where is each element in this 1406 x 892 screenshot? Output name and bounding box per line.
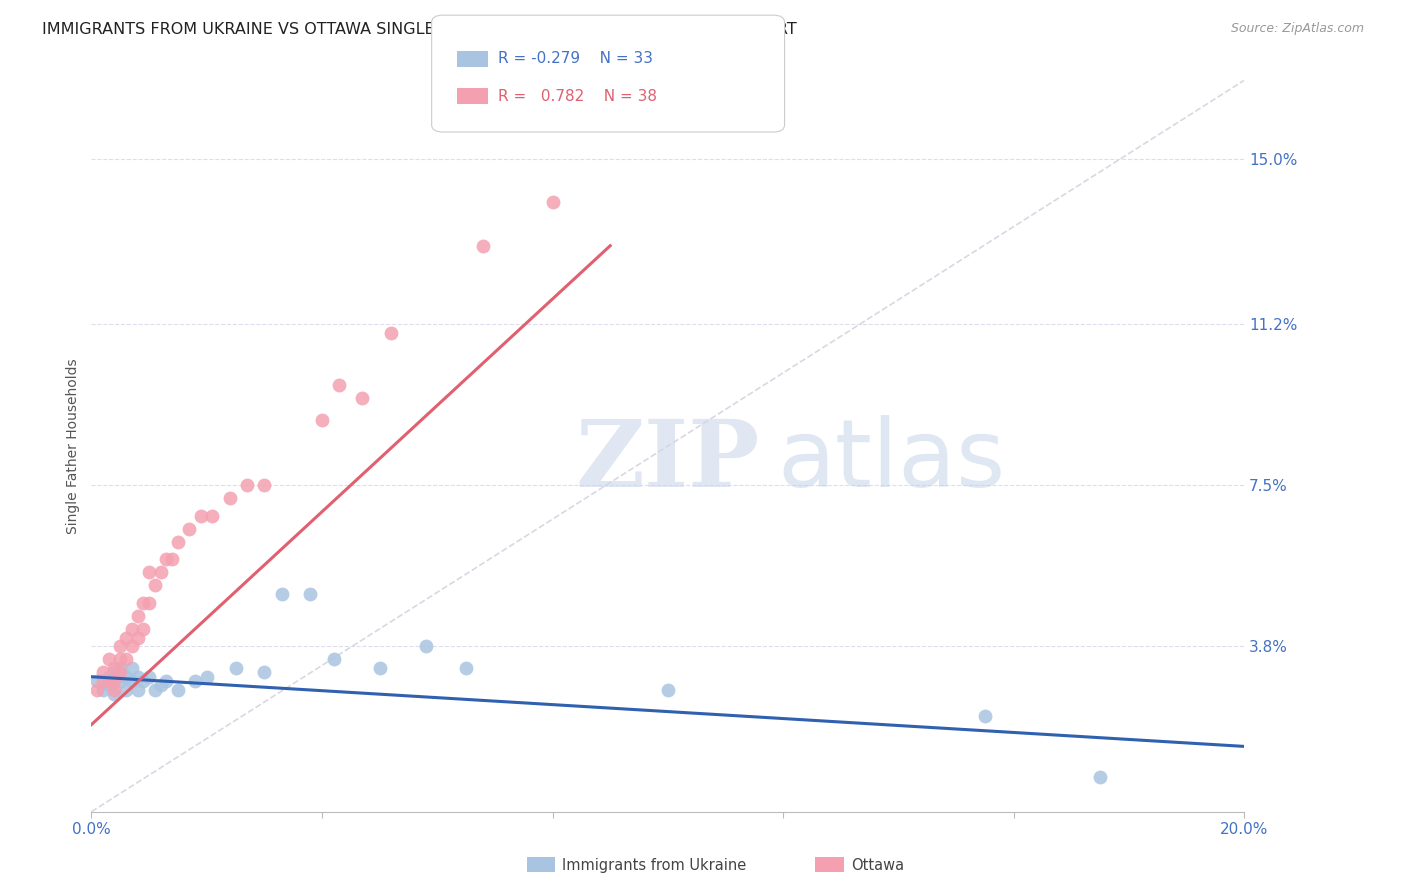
Point bbox=[103, 687, 125, 701]
Point bbox=[138, 670, 160, 684]
Point bbox=[160, 552, 183, 566]
Point bbox=[166, 534, 188, 549]
Point bbox=[236, 478, 259, 492]
Point bbox=[179, 522, 201, 536]
Text: Immigrants from Ukraine: Immigrants from Ukraine bbox=[562, 858, 747, 872]
Point bbox=[328, 378, 350, 392]
Text: IMMIGRANTS FROM UKRAINE VS OTTAWA SINGLE FATHER HOUSEHOLDS CORRELATION CHART: IMMIGRANTS FROM UKRAINE VS OTTAWA SINGLE… bbox=[42, 22, 797, 37]
Point bbox=[97, 652, 120, 666]
Point bbox=[973, 709, 995, 723]
Point bbox=[149, 678, 172, 692]
Point bbox=[380, 326, 402, 340]
Point bbox=[86, 674, 108, 689]
Point bbox=[110, 640, 132, 654]
Point bbox=[103, 674, 125, 689]
Point bbox=[127, 608, 149, 623]
Point bbox=[143, 578, 166, 592]
Text: atlas: atlas bbox=[778, 415, 1005, 507]
Point bbox=[195, 670, 218, 684]
Point bbox=[415, 640, 437, 654]
Point bbox=[201, 508, 224, 523]
Text: ZIP: ZIP bbox=[575, 416, 759, 506]
Point bbox=[121, 674, 143, 689]
Point bbox=[115, 631, 138, 645]
Point bbox=[299, 587, 322, 601]
Text: R = -0.279    N = 33: R = -0.279 N = 33 bbox=[498, 52, 652, 66]
Point bbox=[149, 566, 172, 580]
Point bbox=[155, 552, 177, 566]
Point bbox=[91, 665, 114, 680]
Point bbox=[127, 670, 149, 684]
Point bbox=[454, 661, 477, 675]
Point bbox=[218, 491, 240, 506]
Point bbox=[1088, 770, 1111, 784]
Point bbox=[138, 596, 160, 610]
Point bbox=[97, 674, 120, 689]
Point bbox=[138, 566, 160, 580]
Point bbox=[253, 665, 276, 680]
Point bbox=[110, 652, 132, 666]
Point bbox=[86, 682, 108, 697]
Point bbox=[472, 238, 495, 252]
Point bbox=[253, 478, 276, 492]
Point bbox=[352, 391, 374, 405]
Point bbox=[166, 682, 188, 697]
Point bbox=[127, 631, 149, 645]
Point bbox=[91, 674, 114, 689]
Point bbox=[121, 640, 143, 654]
Point bbox=[143, 682, 166, 697]
Point bbox=[127, 682, 149, 697]
Point bbox=[190, 508, 212, 523]
Point bbox=[103, 665, 125, 680]
Point bbox=[322, 652, 344, 666]
Point bbox=[541, 195, 564, 210]
Point bbox=[132, 674, 155, 689]
Point bbox=[270, 587, 292, 601]
Point bbox=[121, 622, 143, 636]
Point bbox=[110, 665, 132, 680]
Point bbox=[225, 661, 247, 675]
Text: R =   0.782    N = 38: R = 0.782 N = 38 bbox=[498, 89, 657, 103]
Point bbox=[97, 670, 120, 684]
Y-axis label: Single Father Households: Single Father Households bbox=[66, 359, 80, 533]
Point bbox=[132, 622, 155, 636]
Point bbox=[657, 682, 679, 697]
Point bbox=[110, 674, 132, 689]
Point bbox=[121, 661, 143, 675]
Point bbox=[97, 678, 120, 692]
Point bbox=[155, 674, 177, 689]
Point bbox=[115, 670, 138, 684]
Point bbox=[110, 661, 132, 675]
Point bbox=[311, 413, 333, 427]
Point bbox=[103, 661, 125, 675]
Point bbox=[115, 652, 138, 666]
Point bbox=[368, 661, 391, 675]
Text: Source: ZipAtlas.com: Source: ZipAtlas.com bbox=[1230, 22, 1364, 36]
Point bbox=[115, 682, 138, 697]
Point bbox=[184, 674, 207, 689]
Point bbox=[103, 682, 125, 697]
Point bbox=[91, 682, 114, 697]
Text: Ottawa: Ottawa bbox=[851, 858, 904, 872]
Point bbox=[132, 596, 155, 610]
